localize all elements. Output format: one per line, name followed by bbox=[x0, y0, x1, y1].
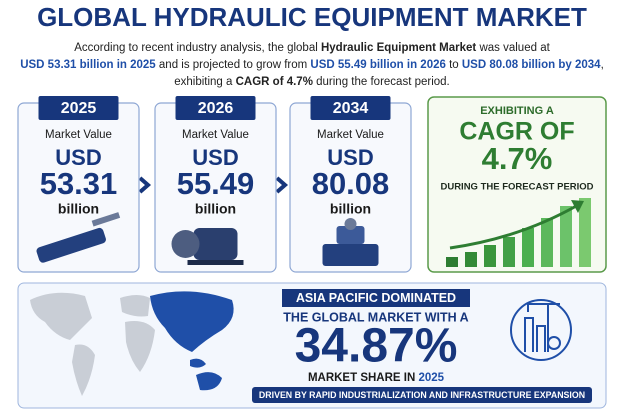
caption-year: 2025 bbox=[418, 372, 444, 384]
card-currency: USD bbox=[192, 145, 238, 170]
card-unit: billion bbox=[195, 201, 236, 217]
card-value: 80.08 bbox=[312, 166, 390, 201]
cagr-kicker: EXHIBITING A bbox=[480, 105, 554, 117]
intro-line: According to recent industry analysis, t… bbox=[74, 42, 550, 54]
card-value: 55.49 bbox=[177, 166, 255, 201]
cagr-value: 4.7% bbox=[482, 141, 553, 176]
footer-text: DRIVEN BY RAPID INDUSTRIALIZATION AND IN… bbox=[259, 390, 585, 400]
growth-icon bbox=[446, 198, 591, 267]
intro-text: during the forecast period. bbox=[313, 76, 450, 88]
intro-text: According to recent industry analysis, t… bbox=[74, 42, 321, 54]
icon-part bbox=[193, 228, 238, 260]
icon-part bbox=[91, 212, 121, 227]
card-currency: USD bbox=[327, 145, 373, 170]
arrow bbox=[138, 176, 152, 194]
card-label: Market Value bbox=[45, 129, 112, 141]
title: GLOBAL HYDRAULIC EQUIPMENT MARKET bbox=[37, 2, 587, 32]
card-unit: billion bbox=[58, 201, 99, 217]
year-badge bbox=[38, 96, 119, 120]
card-year: 2025 bbox=[61, 100, 97, 117]
icon-part bbox=[187, 260, 244, 265]
card-currency: USD bbox=[55, 145, 101, 170]
world-map bbox=[30, 291, 234, 396]
card-icon bbox=[171, 228, 244, 265]
cagr-heading: CAGR OF bbox=[459, 118, 574, 146]
icon-part bbox=[344, 218, 357, 230]
intro-text: exhibiting a bbox=[174, 76, 235, 88]
caption-text: MARKET SHARE IN bbox=[308, 372, 419, 384]
card-label: Market Value bbox=[182, 129, 249, 141]
cagr-caption: DURING THE FORECAST PERIOD bbox=[440, 182, 593, 193]
card-value: 53.31 bbox=[40, 166, 118, 201]
icon-part bbox=[322, 244, 379, 266]
year-badge bbox=[175, 96, 256, 120]
card-unit: billion bbox=[330, 201, 371, 217]
intro-strong: Hydraulic Equipment Market bbox=[321, 42, 476, 54]
intro-strong: CAGR of 4.7% bbox=[236, 76, 313, 88]
icon-part bbox=[336, 226, 365, 244]
arrow bbox=[275, 176, 289, 194]
region-line: THE GLOBAL MARKET WITH A bbox=[283, 310, 468, 324]
card-year: 2026 bbox=[198, 100, 234, 117]
icon-part bbox=[36, 227, 106, 263]
card-year: 2034 bbox=[333, 100, 369, 117]
intro-highlight: USD 80.08 billion by 2034 bbox=[462, 59, 601, 71]
region-badge-text: ASIA PACIFIC DOMINATED bbox=[296, 291, 456, 305]
intro-line: exhibiting a CAGR of 4.7% during the for… bbox=[174, 76, 450, 88]
footer-bar bbox=[252, 387, 592, 403]
intro-text: to bbox=[446, 59, 462, 71]
year-badge bbox=[310, 96, 391, 120]
card-icon bbox=[36, 212, 121, 263]
intro-text: was valued at bbox=[476, 42, 550, 54]
industry-icon bbox=[510, 299, 572, 361]
region-value: 34.87% bbox=[295, 320, 458, 373]
intro-text: , bbox=[601, 59, 604, 71]
intro-highlight: USD 53.31 billion in 2025 bbox=[20, 59, 156, 71]
icon-part bbox=[171, 230, 200, 258]
card-icon bbox=[322, 218, 379, 266]
intro-highlight: USD 55.49 billion in 2026 bbox=[310, 59, 446, 71]
region-badge bbox=[282, 289, 470, 307]
intro-line: USD 53.31 billion in 2025 and is project… bbox=[20, 59, 604, 71]
region-caption: MARKET SHARE IN 2025 bbox=[308, 372, 445, 384]
intro-text: and is projected to grow from bbox=[156, 59, 311, 71]
card-label: Market Value bbox=[317, 129, 384, 141]
